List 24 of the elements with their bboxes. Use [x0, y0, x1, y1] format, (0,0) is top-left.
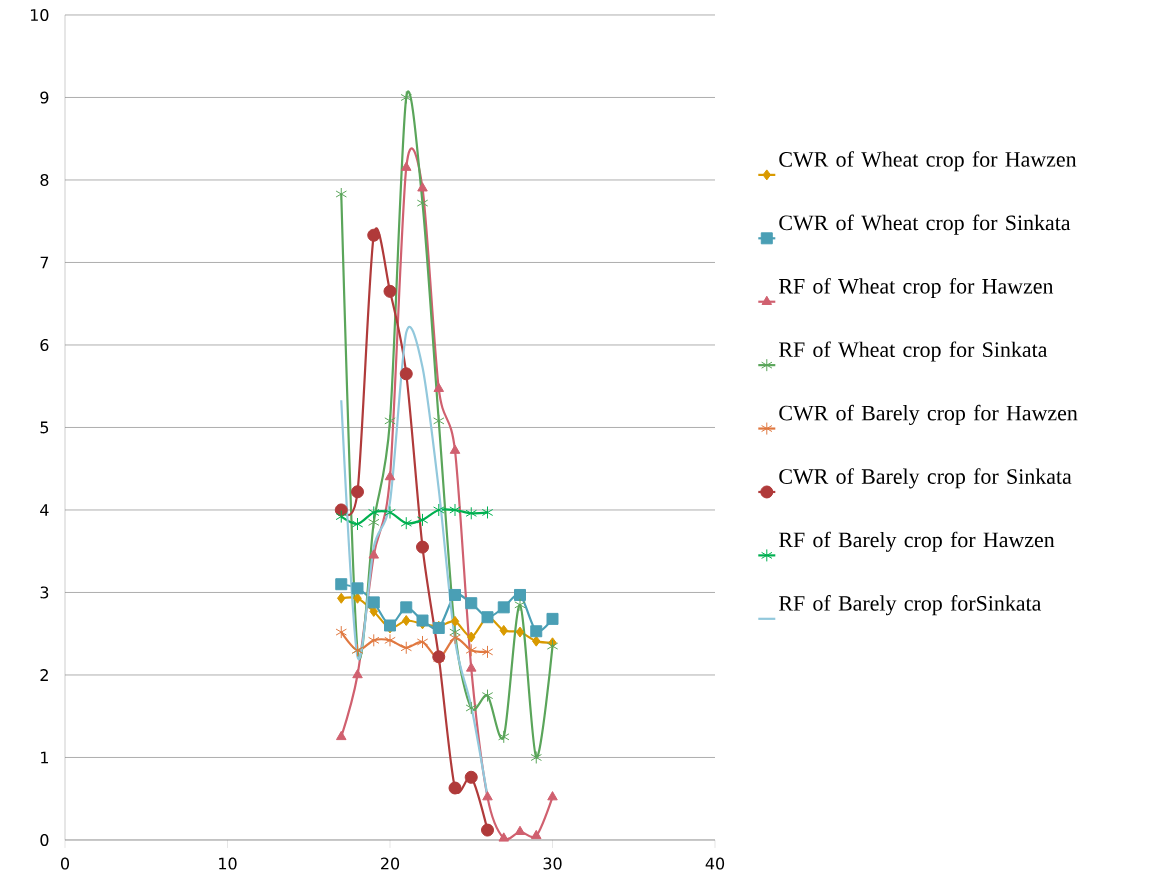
legend-label: CWR of Barely crop for Sinkata — [779, 468, 1072, 489]
y-tick-label: 1 — [41, 751, 49, 764]
legend-label: RF of Barely crop for Hawzen — [779, 531, 1055, 552]
x-tick-label: 30 — [543, 857, 562, 870]
legend-label: RF of Wheat crop for Sinkata — [779, 341, 1048, 362]
legend-label: CWR of Wheat crop for Sinkata — [779, 214, 1071, 235]
legend-label: CWR of Wheat crop for Hawzen — [779, 151, 1077, 172]
y-tick-label: 3 — [40, 586, 49, 599]
y-tick-label: 6 — [40, 338, 49, 351]
x-tick-label: 0 — [60, 857, 70, 870]
y-tick-label: 7 — [40, 256, 49, 269]
y-tick-label: 8 — [40, 173, 49, 186]
legend-label: RF of Wheat crop for Hawzen — [779, 278, 1054, 299]
legend-label: CWR of Barely crop for Hawzen — [779, 404, 1078, 426]
y-tick-label: 10 — [30, 8, 49, 21]
x-tick-label: 10 — [219, 857, 237, 870]
y-tick-label: 9 — [40, 91, 49, 104]
legend-label: RF of Barely crop forSinkata — [779, 595, 1042, 616]
y-tick-label: 5 — [40, 421, 49, 434]
y-tick-label: 4 — [40, 504, 49, 516]
y-tick-label: 0 — [40, 833, 49, 847]
y-tick-label: 2 — [40, 669, 48, 681]
x-tick-label: 40 — [705, 857, 725, 870]
x-tick-label: 20 — [381, 857, 400, 870]
